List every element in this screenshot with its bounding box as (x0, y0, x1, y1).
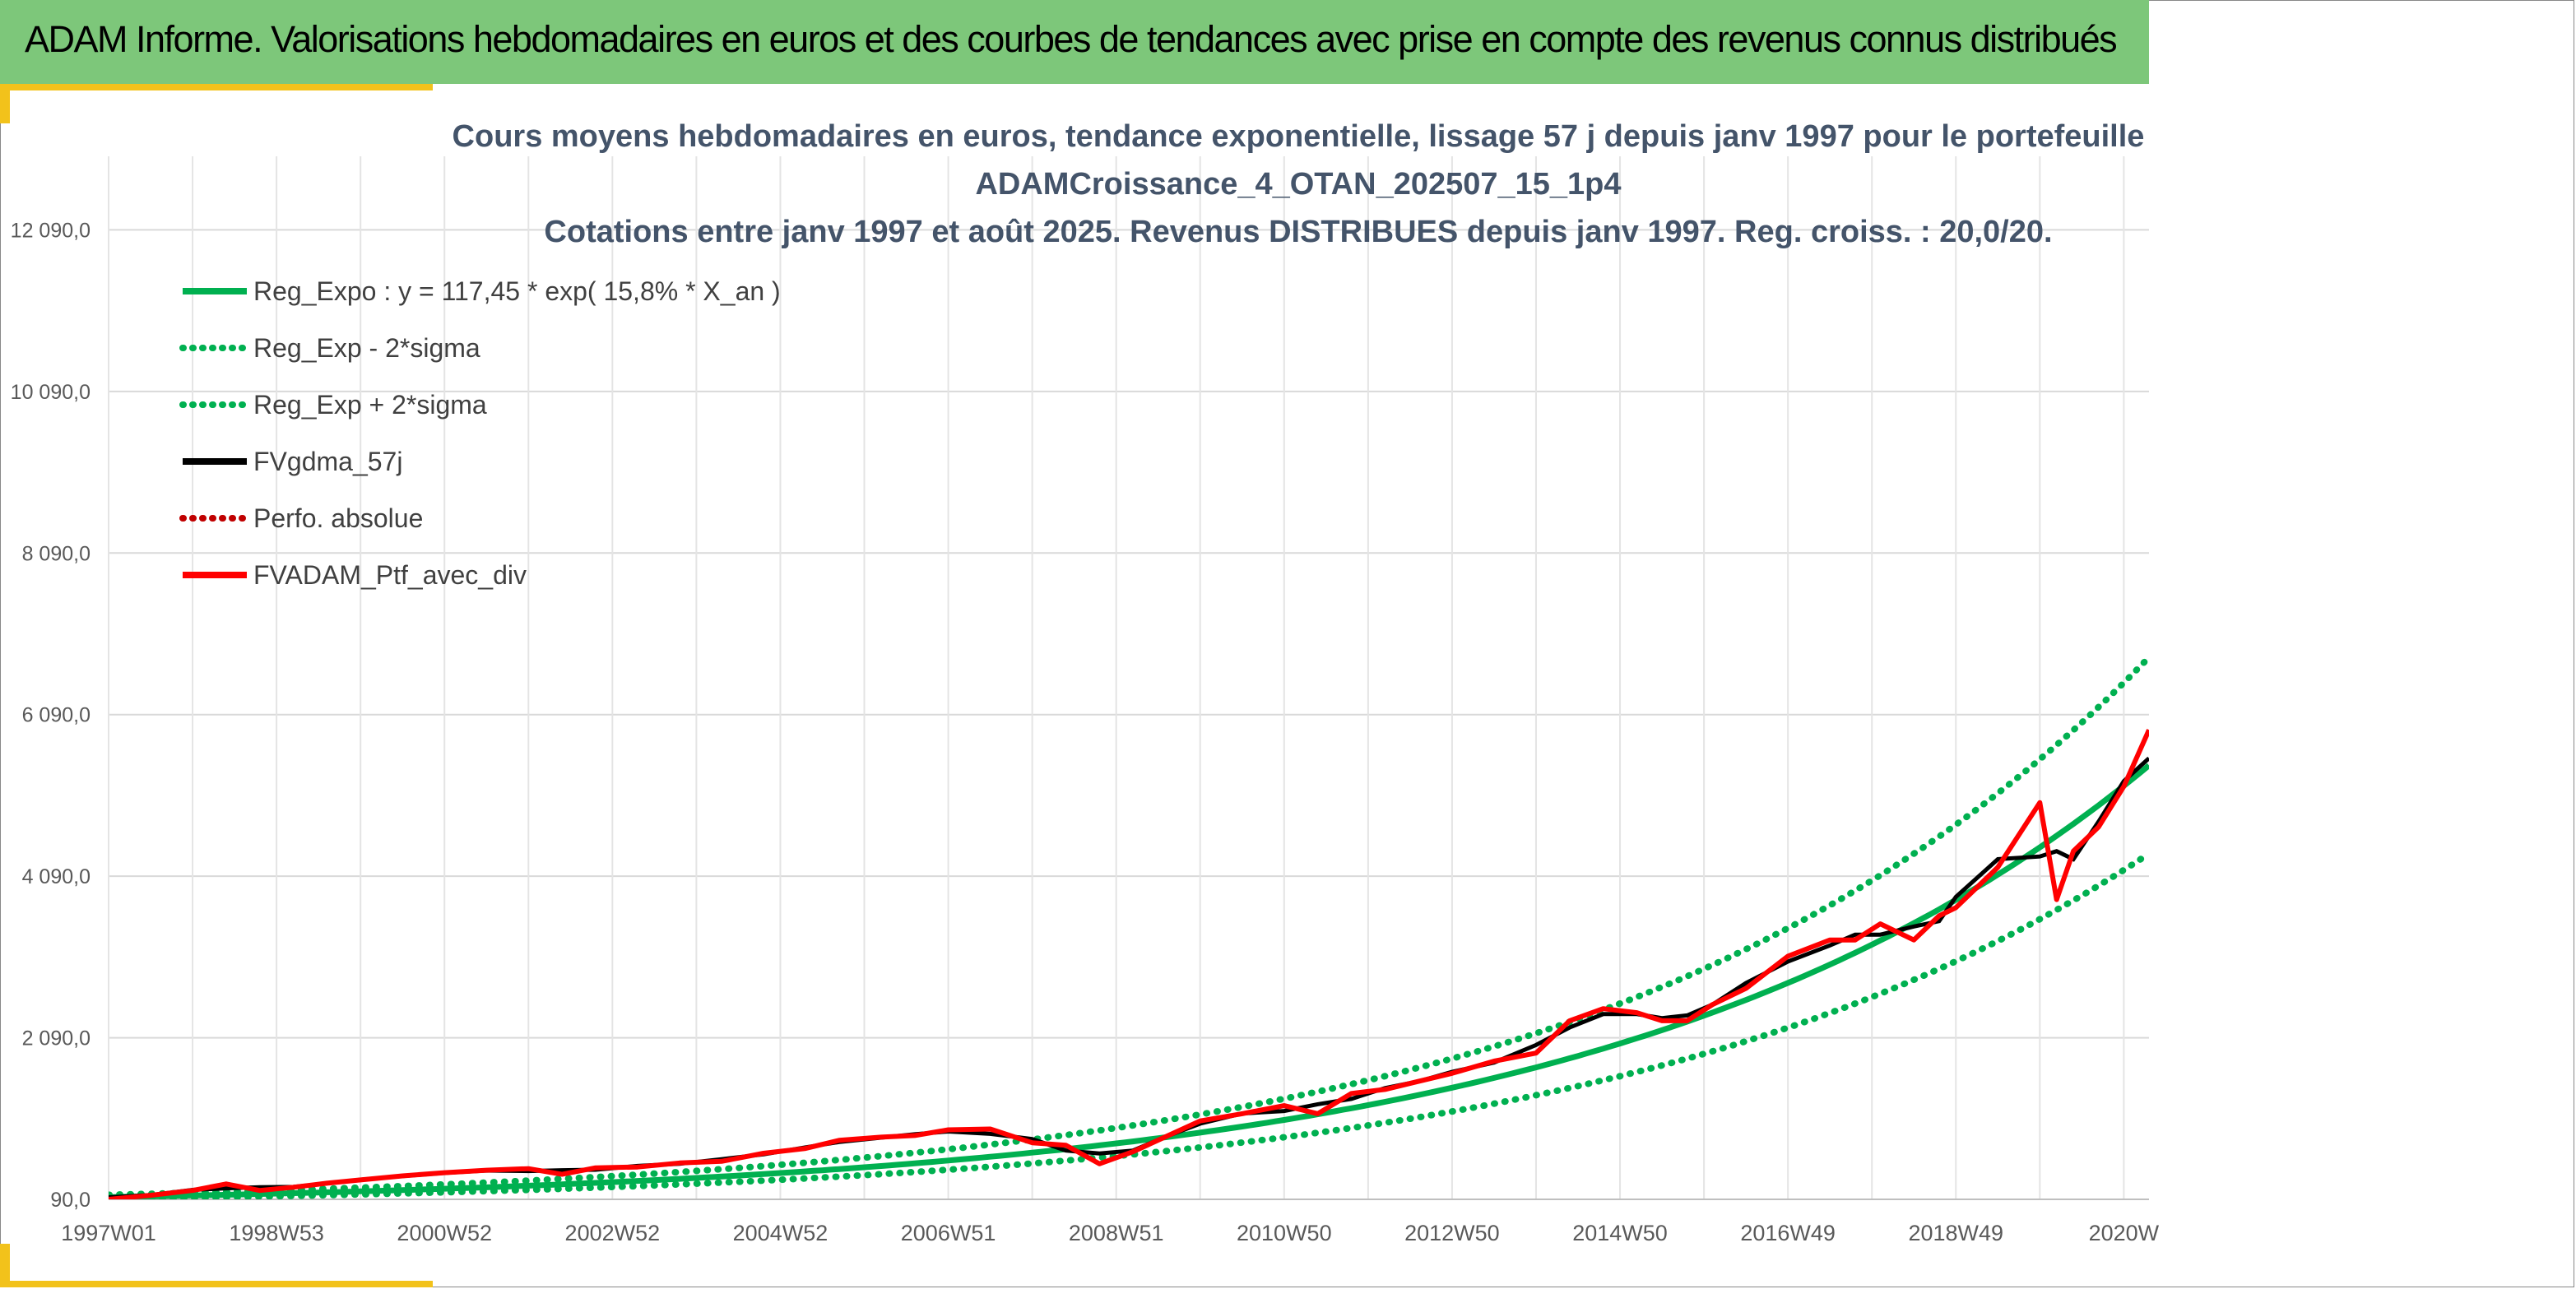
chart-series (109, 654, 2149, 1199)
accent-bar-bottom (0, 1281, 433, 1287)
chart-legend: Reg_Expo : y = 117,45 * exp( 15,8% * X_a… (179, 276, 781, 590)
accent-bar-top (0, 84, 433, 90)
x-tick-label: 2018W49 (1908, 1221, 2003, 1245)
chart-title-line-1: Cours moyens hebdomadaires en euros, ten… (453, 119, 2145, 154)
chart-title-line-3: Cotations entre janv 1997 et août 2025. … (544, 215, 2052, 249)
x-tick-label: 2012W50 (1404, 1221, 1500, 1245)
series-reg-exp-minus-2sigma (109, 850, 2149, 1199)
accent-bar-top-vertical (0, 84, 10, 123)
legend-label: Reg_Expo : y = 117,45 * exp( 15,8% * X_a… (253, 276, 781, 306)
chart-title-line-2: ADAMCroissance_4_OTAN_202507_15_1p4 (975, 167, 1621, 202)
accent-bar-bottom-vertical (0, 1244, 10, 1287)
series-fvadam-ptf-avec-div (109, 729, 2149, 1199)
legend-label: Perfo. absolue (253, 503, 423, 533)
x-tick-label: 2020W (2089, 1221, 2160, 1245)
y-tick-label: 90,0 (50, 1189, 91, 1212)
series-perfo-absolue (109, 729, 2149, 1199)
chart-grid (108, 156, 2149, 1200)
header-banner: ADAM Informe. Valorisations hebdomadaire… (0, 0, 2149, 84)
legend-label: Reg_Exp + 2*sigma (253, 390, 487, 420)
legend-label: FVgdma_57j (253, 447, 402, 476)
y-tick-label: 12 090,0 (11, 219, 91, 242)
y-tick-label: 2 090,0 (22, 1027, 91, 1050)
banner-title: ADAM Informe. Valorisations hebdomadaire… (25, 18, 2118, 60)
x-tick-label: 2014W50 (1572, 1221, 1668, 1245)
legend-label: Reg_Exp - 2*sigma (253, 333, 480, 363)
y-tick-label: 8 090,0 (22, 542, 91, 565)
x-tick-label: 2000W52 (397, 1221, 492, 1245)
y-tick-label: 4 090,0 (22, 865, 91, 888)
y-tick-label: 6 090,0 (22, 704, 91, 727)
x-tick-label: 2002W52 (565, 1221, 661, 1245)
x-tick-label: 1997W01 (61, 1221, 156, 1245)
x-tick-label: 2016W49 (1740, 1221, 1836, 1245)
x-tick-label: 2006W51 (901, 1221, 996, 1245)
x-tick-label: 2004W52 (733, 1221, 828, 1245)
x-tick-label: 2008W51 (1069, 1221, 1164, 1245)
x-tick-label: 1998W53 (229, 1221, 324, 1245)
chart-title: Cours moyens hebdomadaires en euros, ten… (453, 119, 2145, 249)
series-fvgdma-57j (109, 756, 2149, 1199)
y-axis-labels: 90,0 2 090,0 4 090,0 6 090,0 8 090,0 10 090,0… (11, 219, 91, 1212)
legend-label: FVADAM_Ptf_avec_div (253, 560, 527, 590)
y-tick-label: 10 090,0 (11, 381, 91, 404)
x-tick-label: 2010W50 (1237, 1221, 1332, 1245)
series-reg-exp-plus-2sigma (109, 654, 2149, 1199)
x-axis-labels: 1997W01 1998W53 2000W52 2002W52 2004W52 2006W… (61, 1221, 2159, 1245)
series-reg-expo (109, 763, 2149, 1199)
